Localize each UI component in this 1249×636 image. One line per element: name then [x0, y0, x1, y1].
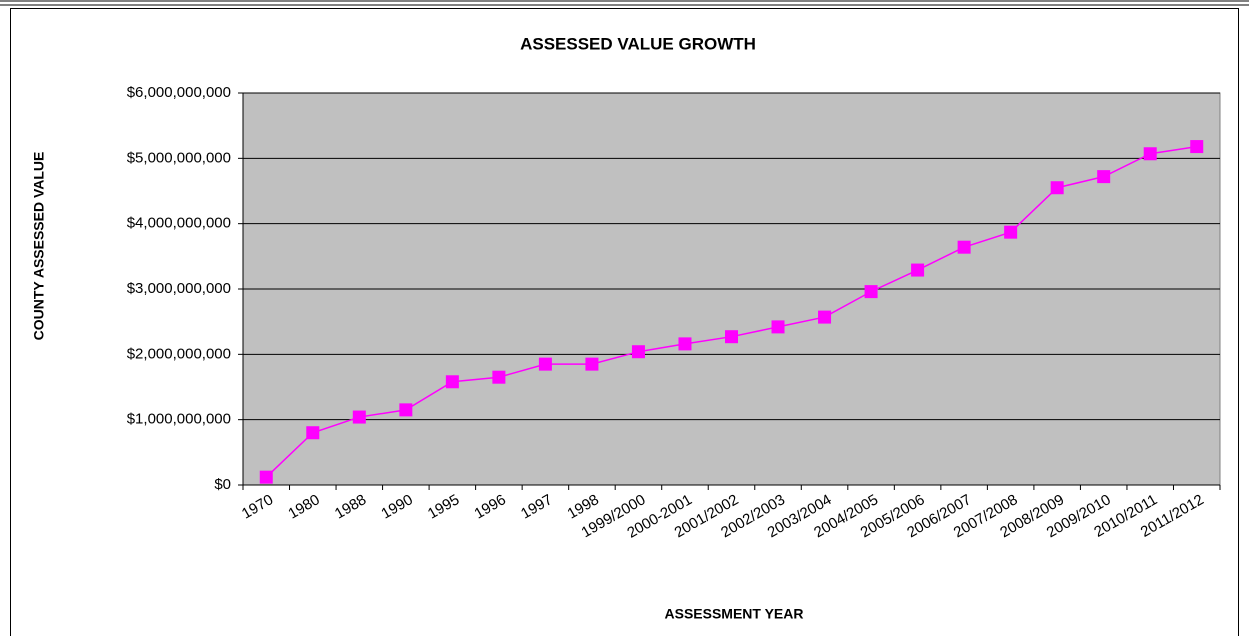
data-point — [352, 410, 366, 424]
data-point — [306, 426, 320, 440]
y-axis-title: COUNTY ASSESSED VALUE — [31, 152, 47, 341]
data-point — [771, 320, 785, 334]
data-point — [492, 370, 506, 384]
data-point — [1050, 181, 1064, 195]
y-tick-label: $0 — [214, 476, 231, 493]
data-point — [818, 310, 832, 324]
y-tick-label: $4,000,000,000 — [127, 215, 231, 232]
y-tick-label: $1,000,000,000 — [127, 411, 231, 428]
data-point — [445, 375, 459, 389]
data-point — [864, 285, 878, 299]
data-point — [911, 263, 925, 277]
y-tick-label: $6,000,000,000 — [127, 84, 231, 101]
data-point — [631, 345, 645, 359]
data-point — [1190, 140, 1204, 154]
data-point — [725, 330, 738, 344]
data-point — [1004, 225, 1018, 239]
data-point — [399, 403, 413, 417]
data-point — [585, 357, 599, 371]
y-tick-label: $3,000,000,000 — [127, 280, 231, 297]
data-point — [1097, 170, 1111, 184]
x-axis-title: ASSESSMENT YEAR — [665, 606, 804, 622]
y-tick-label: $5,000,000,000 — [127, 149, 231, 166]
data-point — [538, 357, 552, 371]
data-point — [1143, 147, 1157, 161]
data-point — [957, 240, 971, 254]
y-tick-label: $2,000,000,000 — [127, 345, 231, 362]
data-point — [259, 470, 273, 484]
chart-title: ASSESSED VALUE GROWTH — [520, 34, 756, 53]
data-point — [678, 337, 692, 351]
